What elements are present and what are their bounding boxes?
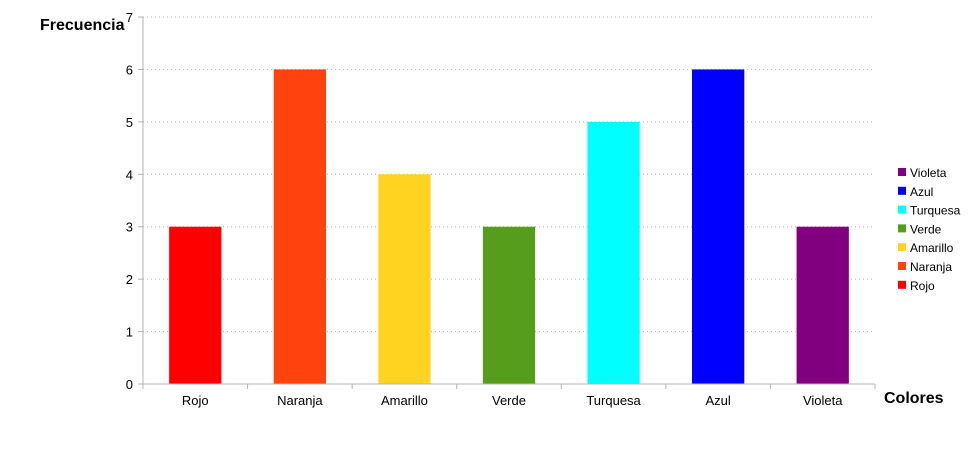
legend-swatch-azul (898, 186, 906, 195)
y-axis-title: Frecuencia (40, 17, 125, 34)
legend-swatch-amarillo (898, 243, 906, 252)
x-tick-labels: Rojo Naranja Amarillo Verde Turquesa Azul Viol… (182, 393, 843, 408)
y-tick-label: 0 (126, 377, 133, 392)
legend-label: Verde (910, 222, 942, 236)
x-axis-title: Colores (884, 390, 944, 407)
x-tick-label: Violeta (803, 393, 843, 408)
bar-turquesa (587, 121, 640, 384)
legend-swatch-naranja (898, 262, 906, 270)
bar-naranja (273, 69, 326, 384)
legend-swatch-turquesa (898, 205, 906, 214)
bar-azul (692, 69, 745, 384)
legend-label: Azul (910, 185, 933, 199)
y-tick-label: 2 (126, 272, 133, 287)
y-tick-label: 3 (126, 220, 133, 235)
legend-swatch-verde (898, 224, 906, 233)
bar-rojo (169, 226, 222, 384)
y-tick-label: 7 (126, 10, 133, 25)
x-tick-label: Turquesa (586, 393, 641, 408)
bar-verde (482, 226, 536, 384)
legend: Violeta Azul Turquesa Verde Amarillo Naranja R… (898, 166, 961, 293)
legend-swatch-rojo (898, 280, 906, 289)
y-tick-label: 4 (126, 167, 133, 182)
x-tick-label: Rojo (182, 393, 209, 408)
axes (138, 16, 876, 389)
legend-label: Rojo (910, 279, 935, 293)
y-tick-label: 5 (126, 115, 133, 130)
y-tick-label: 6 (126, 62, 133, 77)
legend-label: Violeta (910, 166, 947, 180)
legend-label: Turquesa (910, 204, 961, 218)
y-tick-label: 1 (126, 325, 133, 340)
bar-violeta (796, 226, 849, 384)
x-tick-label: Naranja (277, 393, 323, 408)
legend-swatch-violeta (898, 168, 906, 176)
bars (169, 69, 849, 384)
bar-amarillo (378, 174, 431, 384)
legend-label: Amarillo (910, 241, 954, 255)
legend-label: Naranja (910, 260, 952, 274)
y-tick-labels: 0 1 2 3 4 5 6 7 (126, 10, 133, 392)
x-tick-label: Amarillo (381, 393, 428, 408)
x-tick-label: Azul (705, 393, 730, 408)
x-tick-label: Verde (492, 393, 526, 408)
